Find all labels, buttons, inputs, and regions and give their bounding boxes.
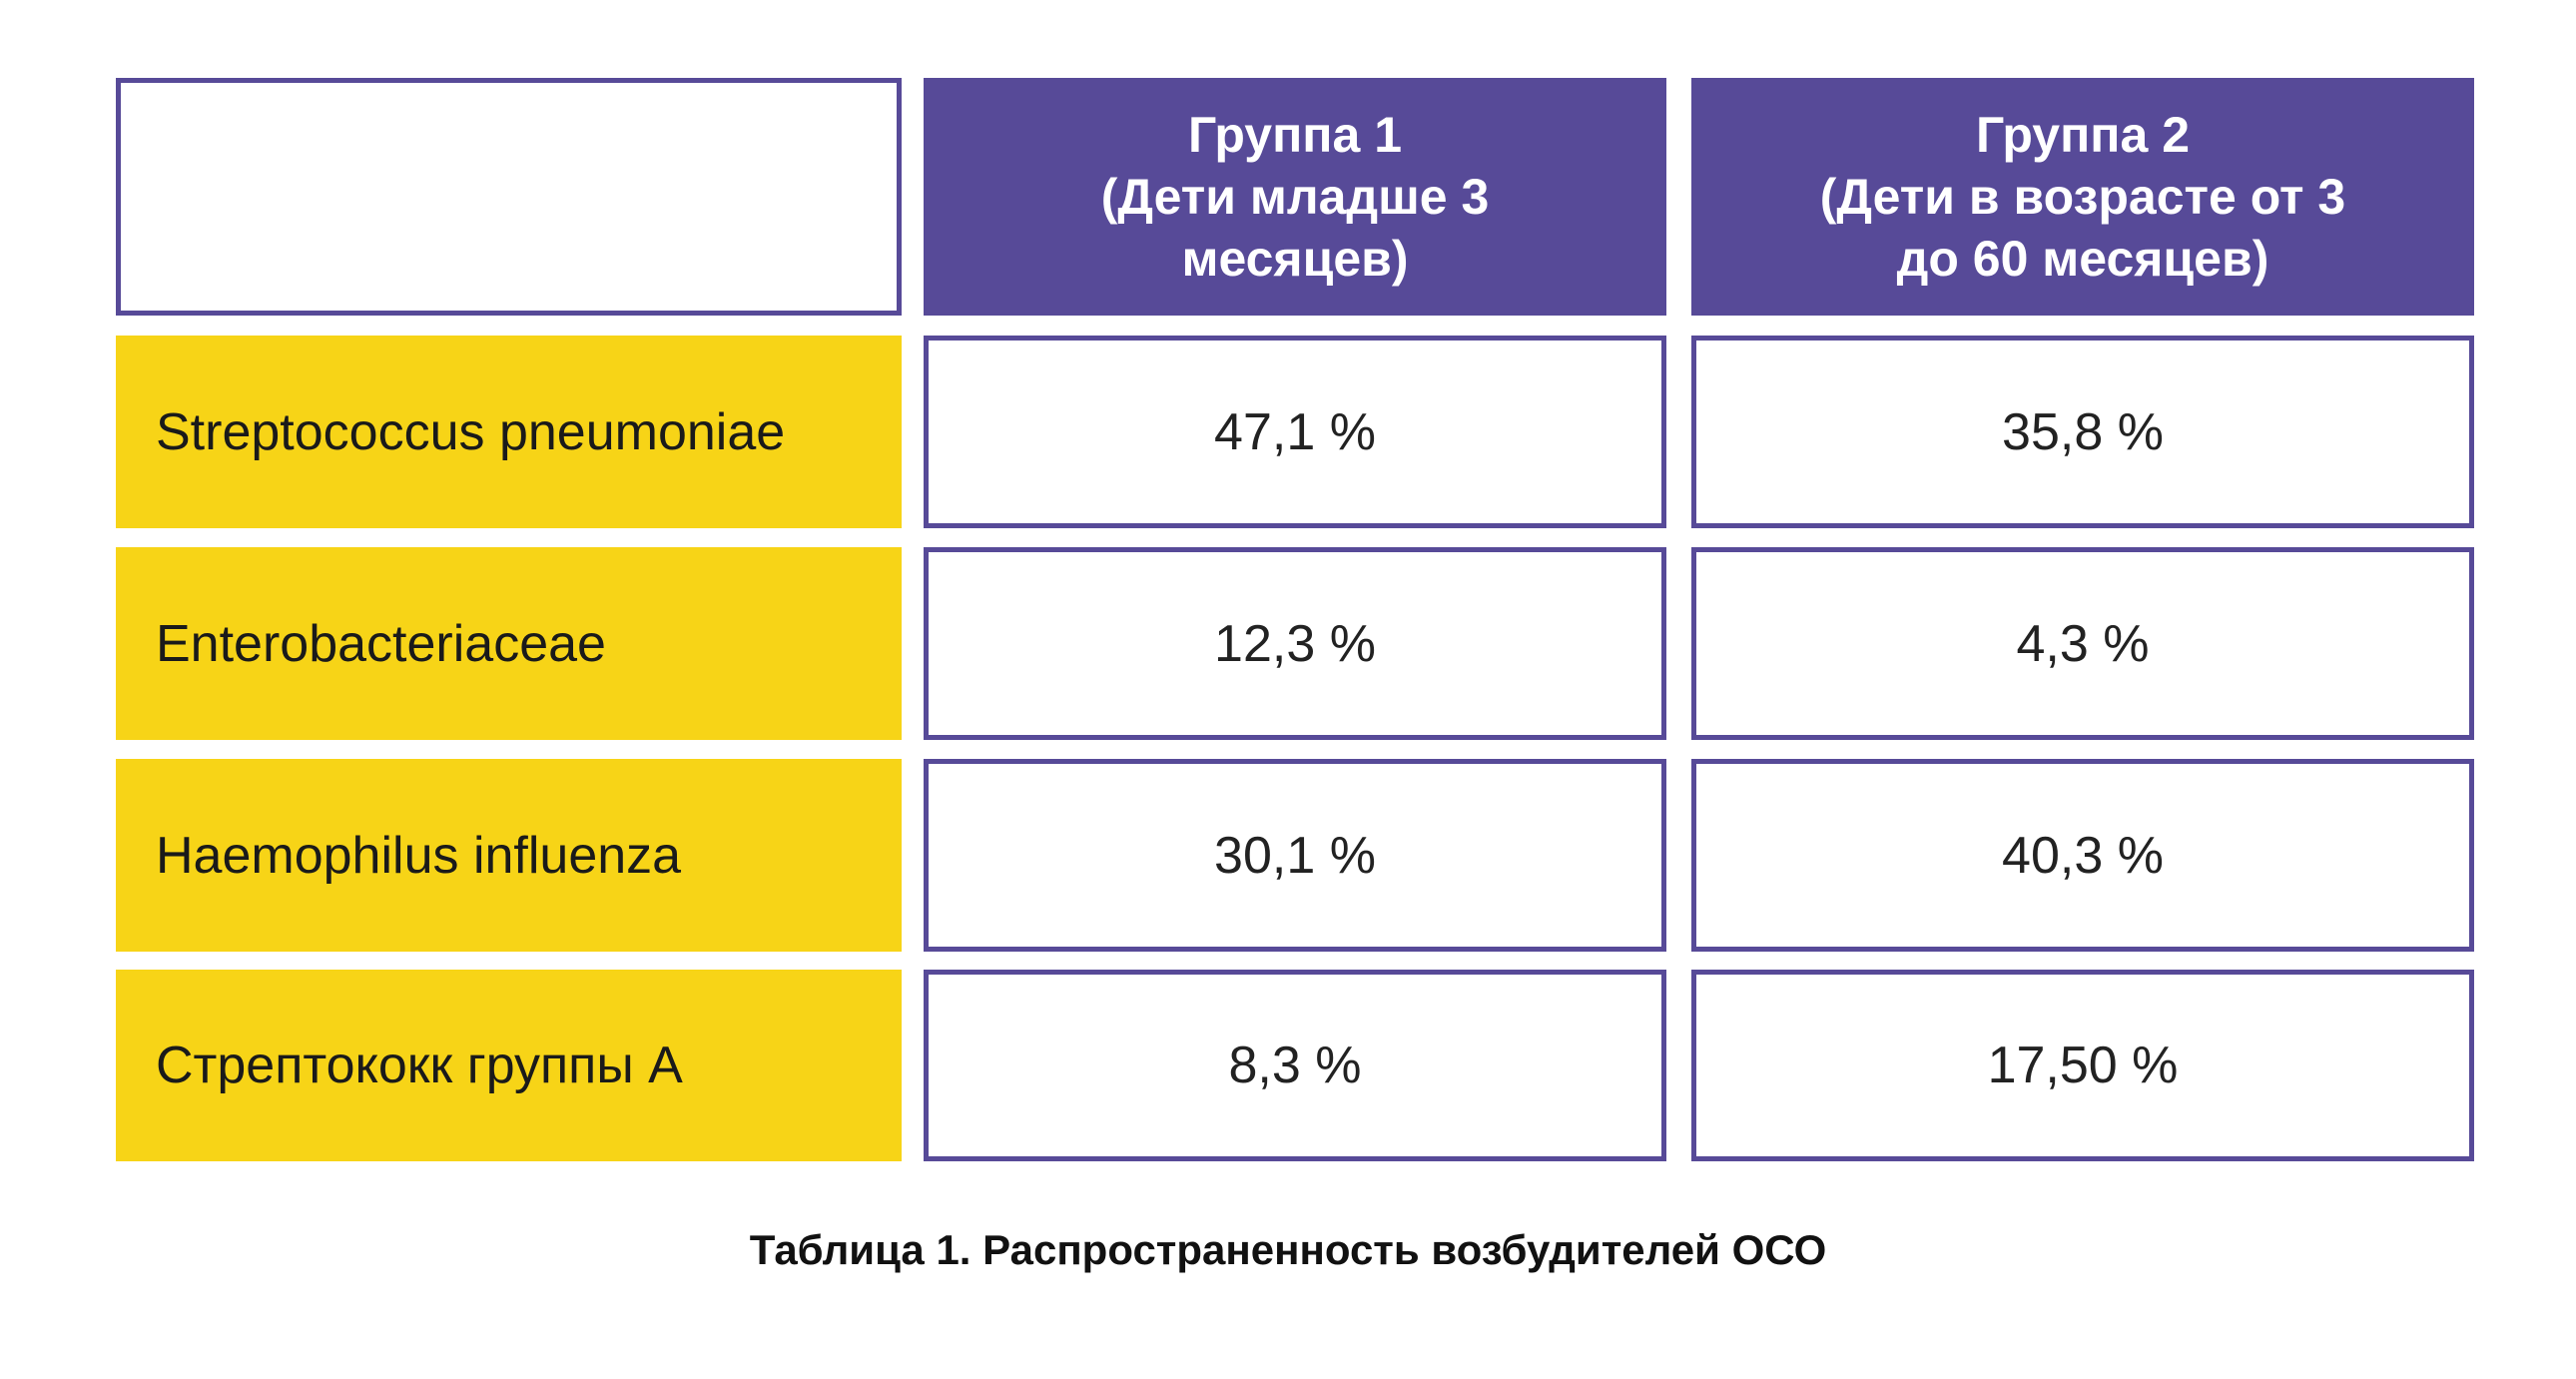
header-group-2: Группа 2 (Дети в возрасте от 3 до 60 мес… — [1691, 78, 2474, 316]
cell-group-2: 4,3 % — [1691, 547, 2474, 740]
cell-group-1: 30,1 % — [924, 759, 1666, 952]
table-caption: Таблица 1. Распространенность возбудител… — [749, 1226, 1827, 1273]
header-group-1: Группа 1 (Дети младше 3 месяцев) — [924, 78, 1666, 316]
row-label: Streptococcus pneumoniae — [116, 336, 902, 528]
row-label: Haemophilus influenza — [116, 759, 902, 952]
cell-group-1: 12,3 % — [924, 547, 1666, 740]
header-corner-empty — [116, 78, 902, 316]
cell-group-2: 40,3 % — [1691, 759, 2474, 952]
cell-group-2: 17,50 % — [1691, 970, 2474, 1161]
cell-group-2: 35,8 % — [1691, 336, 2474, 528]
row-label: Enterobacteriaceae — [116, 547, 902, 740]
cell-group-1: 47,1 % — [924, 336, 1666, 528]
cell-group-1: 8,3 % — [924, 970, 1666, 1161]
row-label: Стрептококк группы А — [116, 970, 902, 1161]
